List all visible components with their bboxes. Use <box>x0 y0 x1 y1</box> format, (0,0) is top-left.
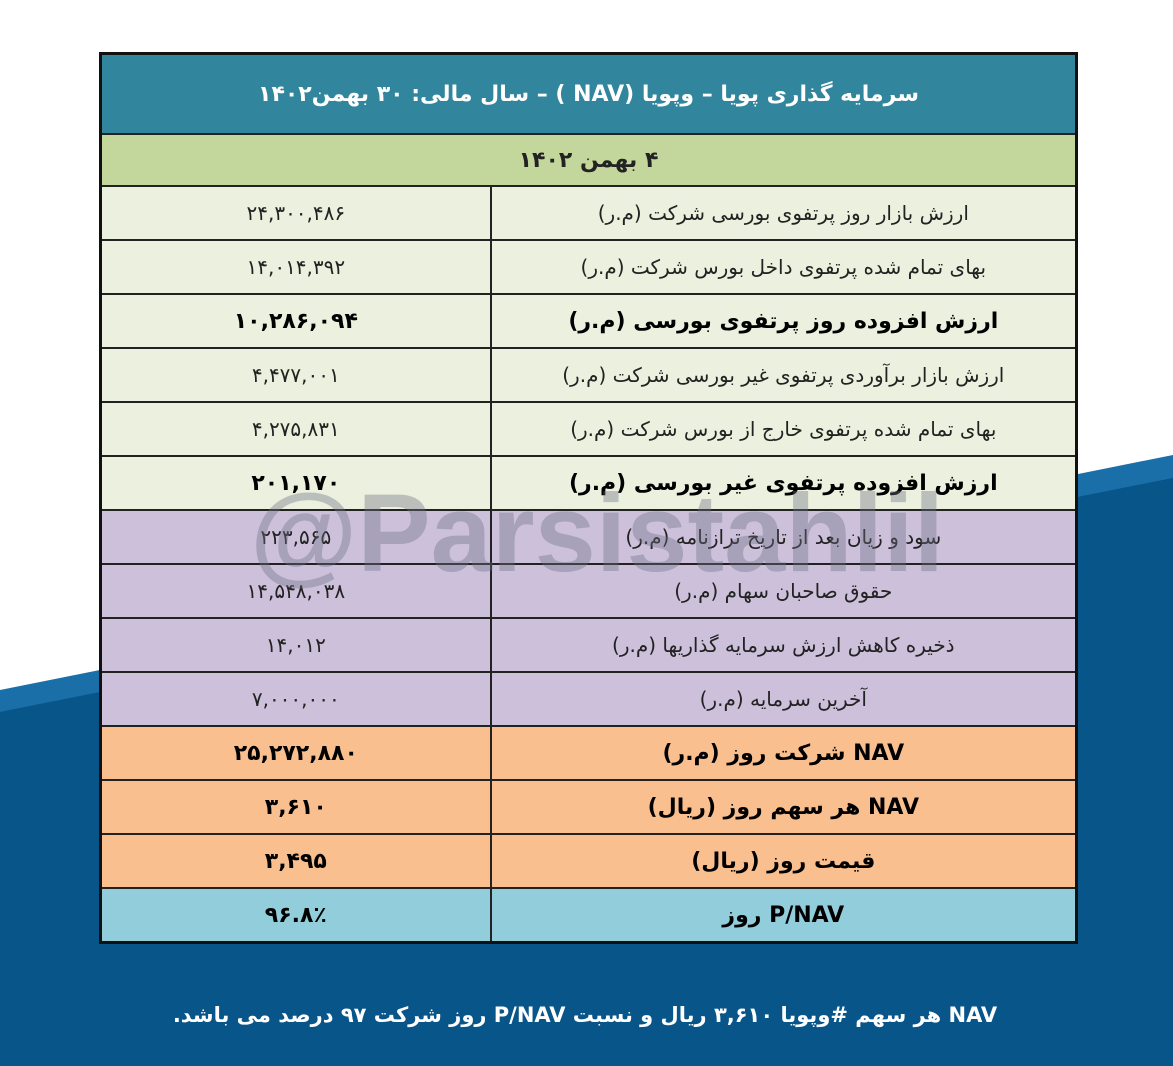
row-label: سود و زیان بعد از تاریخ ترازنامه (م.ر) <box>489 509 1078 565</box>
row-value: ۷,۰۰۰,۰۰۰ <box>99 671 492 727</box>
row-value: ۳,۴۹۵ <box>99 833 492 889</box>
report-date: ۴ بهمن ۱۴۰۲ <box>99 133 1078 187</box>
table-row: ۱۴,۰۱۴,۳۹۲ بهای تمام شده پرتفوی داخل بورس… <box>99 239 1078 295</box>
table-row: ۴,۴۷۷,۰۰۱ ارزش بازار برآوردی پرتفوی غیر ب… <box>99 347 1078 403</box>
row-label: ذخیره کاهش ارزش سرمایه گذاریها (م.ر) <box>489 617 1078 673</box>
row-value: ۱۰,۲۸۶,۰۹۴ <box>99 293 492 349</box>
row-value: ۹۶.۸٪ <box>99 887 492 944</box>
row-value: ۲۲۳,۵۶۵ <box>99 509 492 565</box>
row-label: آخرین سرمایه (م.ر) <box>489 671 1078 727</box>
table-row: ۲۲۳,۵۶۵ سود و زیان بعد از تاریخ ترازنامه … <box>99 509 1078 565</box>
table-row: ۳,۶۱۰ NAV هر سهم روز (ریال) <box>99 779 1078 835</box>
table-row: ۲۴,۳۰۰,۴۸۶ ارزش بازار روز پرتفوی بورسی شر… <box>99 185 1078 241</box>
row-value: ۱۴,۰۱۴,۳۹۲ <box>99 239 492 295</box>
row-label: ارزش افزوده پرتفوی غیر بورسی (م.ر) <box>489 455 1078 511</box>
row-value: ۳,۶۱۰ <box>99 779 492 835</box>
footer-note: NAV هر سهم #وپویا ۳,۶۱۰ ریال و نسبت P/NA… <box>172 1003 998 1027</box>
table-row: ۱۰,۲۸۶,۰۹۴ ارزش افزوده روز پرتفوی بورسی (… <box>99 293 1078 349</box>
row-value: ۲۵,۲۷۲,۸۸۰ <box>99 725 492 781</box>
row-label: ارزش افزوده روز پرتفوی بورسی (م.ر) <box>489 293 1078 349</box>
table-row: ۱۴,۵۴۸,۰۳۸ حقوق صاحبان سهام (م.ر) <box>99 563 1078 619</box>
row-label: P/NAV روز <box>489 887 1078 944</box>
table-row: ۱۴,۰۱۲ ذخیره کاهش ارزش سرمایه گذاریها (م.… <box>99 617 1078 673</box>
table-row: ۴,۲۷۵,۸۳۱ بهای تمام شده پرتفوی خارج از بو… <box>99 401 1078 457</box>
table-row: ۷,۰۰۰,۰۰۰ آخرین سرمایه (م.ر) <box>99 671 1078 727</box>
row-label: قیمت روز (ریال) <box>489 833 1078 889</box>
row-label: حقوق صاحبان سهام (م.ر) <box>489 563 1078 619</box>
table-row: ۲۰۱,۱۷۰ ارزش افزوده پرتفوی غیر بورسی (م.ر… <box>99 455 1078 511</box>
row-value: ۲۴,۳۰۰,۴۸۶ <box>99 185 492 241</box>
row-label: ارزش بازار روز پرتفوی بورسی شرکت (م.ر) <box>489 185 1078 241</box>
table-row: ۳,۴۹۵ قیمت روز (ریال) <box>99 833 1078 889</box>
row-value: ۲۰۱,۱۷۰ <box>99 455 492 511</box>
row-label: بهای تمام شده پرتفوی داخل بورس شرکت (م.ر… <box>489 239 1078 295</box>
nav-table: سرمایه گذاری پویا – وپویا (NAV ) – سال م… <box>99 52 1078 944</box>
table-row: ۲۵,۲۷۲,۸۸۰ NAV شرکت روز (م.ر) <box>99 725 1078 781</box>
table-row: ۹۶.۸٪ P/NAV روز <box>99 887 1078 944</box>
row-value: ۴,۲۷۵,۸۳۱ <box>99 401 492 457</box>
table-title: سرمایه گذاری پویا – وپویا (NAV ) – سال م… <box>99 52 1078 135</box>
row-label: بهای تمام شده پرتفوی خارج از بورس شرکت (… <box>489 401 1078 457</box>
row-label: ارزش بازار برآوردی پرتفوی غیر بورسی شرکت… <box>489 347 1078 403</box>
row-label: NAV هر سهم روز (ریال) <box>489 779 1078 835</box>
row-value: ۴,۴۷۷,۰۰۱ <box>99 347 492 403</box>
row-label: NAV شرکت روز (م.ر) <box>489 725 1078 781</box>
row-value: ۱۴,۵۴۸,۰۳۸ <box>99 563 492 619</box>
row-value: ۱۴,۰۱۲ <box>99 617 492 673</box>
